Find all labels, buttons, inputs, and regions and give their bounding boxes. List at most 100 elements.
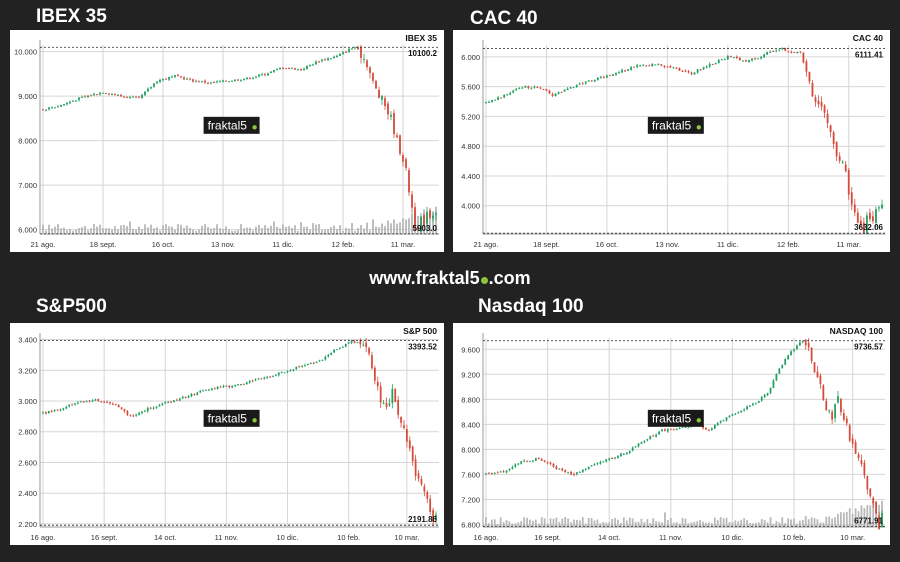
candle-body <box>649 435 652 440</box>
candle-body <box>652 435 655 437</box>
candle-body <box>339 53 341 56</box>
candle-body <box>496 472 499 474</box>
candle-body <box>581 469 584 473</box>
candle-body <box>347 342 350 344</box>
candle-body <box>719 420 722 423</box>
candle-body <box>766 393 769 396</box>
candle-body <box>575 84 578 87</box>
candle-body <box>831 411 834 420</box>
volume-bar <box>713 517 716 527</box>
candle-body <box>366 60 368 68</box>
candle-body <box>56 409 59 411</box>
candle-body <box>772 51 775 53</box>
cac-chart: 4.000 4.400 4.800 5.200 5.600 6.000 21 ago. 18 … <box>461 33 885 249</box>
candle-body <box>199 391 202 393</box>
volume-bar <box>252 230 254 234</box>
candle-body <box>621 69 623 73</box>
volume-bar <box>622 517 625 527</box>
candle-body <box>494 99 496 101</box>
candle-body <box>132 415 135 417</box>
volume-bar <box>189 227 191 234</box>
x-tick-label: 10 dic. <box>721 533 743 542</box>
x-tick-label: 11 dic. <box>717 240 739 249</box>
candle-body <box>743 409 746 411</box>
candle-body <box>509 92 512 95</box>
candle-body <box>837 396 839 403</box>
candle-body <box>150 86 152 89</box>
candle-body <box>606 75 608 78</box>
volume-bar <box>153 228 155 234</box>
volume-bar <box>408 218 410 234</box>
volume-bar <box>360 225 362 234</box>
candle-body <box>596 77 599 80</box>
candle-body <box>156 81 158 84</box>
candle-body <box>769 387 772 394</box>
candle-body <box>126 96 128 98</box>
y-tick-label: 7.000 <box>18 181 37 190</box>
volume-bar <box>132 229 134 234</box>
low-value-label: 3632.06 <box>854 223 883 232</box>
candle-body <box>135 96 137 98</box>
website-url-prefix: www.fraktal5 <box>369 268 480 288</box>
volume-bar <box>345 227 347 234</box>
volume-bar <box>599 523 602 527</box>
candle-body <box>807 342 810 348</box>
candle-body <box>734 413 737 415</box>
volume-bar <box>593 520 596 527</box>
candle-body <box>590 465 593 467</box>
volume-bar <box>246 227 248 234</box>
candle-body <box>120 407 123 410</box>
volume-bar <box>174 229 176 234</box>
candle-body <box>819 375 822 384</box>
volume-bar <box>872 501 875 527</box>
volume-bar <box>261 228 263 234</box>
candle-body <box>63 104 65 106</box>
volume-bar <box>661 522 663 527</box>
candle-body <box>234 79 236 82</box>
candle-body <box>863 462 866 476</box>
volume-bar <box>658 521 660 527</box>
candle-body <box>165 78 167 80</box>
candle-body <box>723 59 726 61</box>
candle-body <box>184 396 187 398</box>
volume-bar <box>297 230 299 234</box>
candle-body <box>657 64 660 66</box>
candle-body <box>702 425 704 429</box>
candle-body <box>339 347 341 349</box>
candle-body <box>429 210 431 218</box>
candle-body <box>666 66 669 68</box>
candle-body <box>414 207 416 228</box>
candle-body <box>708 63 711 67</box>
candle-body <box>285 68 287 70</box>
candle-body <box>672 429 675 431</box>
candle-body <box>117 404 120 408</box>
nasdaq-chart-panel: 6.800 7.200 7.600 8.000 8.400 8.800 9.200 9.600… <box>453 323 890 545</box>
volume-bar <box>384 226 386 234</box>
volume-bar <box>646 519 649 527</box>
volume-bar <box>672 522 675 527</box>
website-url[interactable]: www.fraktal5 .com <box>0 268 900 289</box>
volume-bar <box>69 228 71 234</box>
candle-body <box>749 405 751 407</box>
volume-bar <box>330 227 332 234</box>
candle-body <box>799 51 802 53</box>
website-url-suffix: .com <box>488 268 531 288</box>
candle-body <box>144 410 146 412</box>
volume-bar <box>708 522 710 527</box>
candle-body <box>745 60 747 62</box>
volume-bar <box>372 219 374 234</box>
candle-body <box>493 472 496 474</box>
volume-bar <box>869 505 872 527</box>
y-tick-label: 6.000 <box>461 53 480 62</box>
volume-bar <box>168 226 170 234</box>
volume-bar <box>508 521 511 527</box>
candle-body <box>129 96 131 99</box>
volume-bar <box>51 228 53 234</box>
candle-body <box>234 385 237 387</box>
candle-body <box>164 401 167 404</box>
candle-body <box>587 466 590 470</box>
volume-bar <box>255 226 257 234</box>
candle-body <box>853 204 856 213</box>
candle-body <box>368 348 370 354</box>
candle-body <box>146 407 149 412</box>
